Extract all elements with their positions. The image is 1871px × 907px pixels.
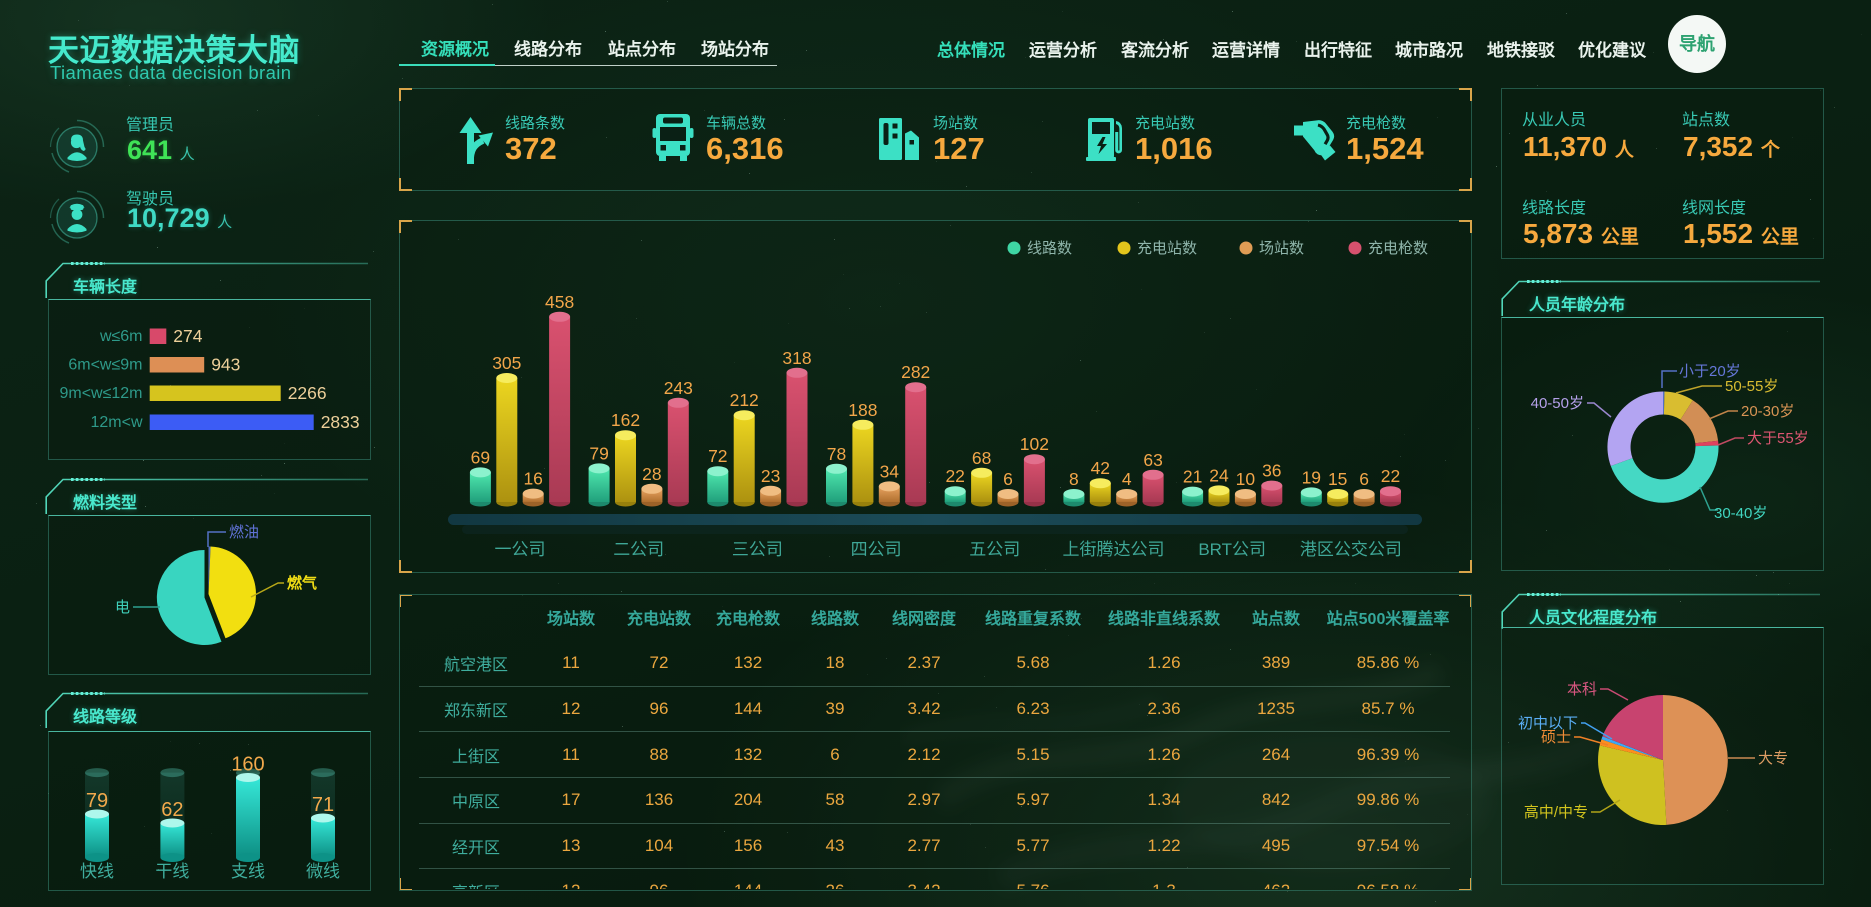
- svg-text:62: 62: [161, 799, 183, 821]
- svg-text:19: 19: [1302, 467, 1321, 487]
- svg-text:212: 212: [730, 390, 759, 410]
- svg-text:943: 943: [211, 355, 240, 375]
- svg-text:458: 458: [545, 292, 574, 312]
- svg-text:282: 282: [901, 362, 930, 382]
- svg-text:高中/中专: 高中/中专: [1524, 804, 1588, 821]
- svg-text:21: 21: [1183, 467, 1202, 487]
- svg-text:102: 102: [1020, 434, 1049, 454]
- svg-text:6m<w≤9m: 6m<w≤9m: [68, 357, 142, 374]
- svg-text:快线: 快线: [80, 862, 114, 881]
- svg-text:初中以下: 初中以下: [1518, 715, 1578, 732]
- svg-text:充电站数: 充电站数: [1137, 240, 1197, 257]
- svg-text:243: 243: [664, 378, 693, 398]
- svg-text:港区公交公司: 港区公交公司: [1300, 540, 1402, 559]
- svg-text:28: 28: [642, 464, 661, 484]
- svg-text:上街腾达公司: 上街腾达公司: [1063, 540, 1165, 559]
- svg-text:69: 69: [471, 447, 490, 467]
- svg-text:大于55岁: 大于55岁: [1747, 430, 1809, 447]
- svg-text:160: 160: [231, 754, 264, 776]
- svg-text:二公司: 二公司: [613, 540, 664, 559]
- svg-text:场站数: 场站数: [1259, 240, 1304, 257]
- svg-text:硕士: 硕士: [1541, 729, 1571, 746]
- svg-text:4: 4: [1122, 469, 1132, 489]
- svg-text:274: 274: [173, 326, 202, 346]
- svg-text:燃气: 燃气: [287, 574, 317, 592]
- svg-text:2833: 2833: [321, 412, 360, 432]
- svg-text:燃油: 燃油: [229, 523, 259, 541]
- svg-text:大专: 大专: [1758, 750, 1788, 767]
- svg-text:线路数: 线路数: [1027, 240, 1072, 257]
- svg-text:79: 79: [589, 443, 608, 463]
- svg-text:318: 318: [782, 348, 811, 368]
- svg-text:188: 188: [848, 400, 877, 420]
- svg-text:BRT公司: BRT公司: [1198, 540, 1266, 559]
- svg-text:12m<w: 12m<w: [90, 414, 142, 431]
- svg-text:五公司: 五公司: [969, 540, 1020, 559]
- svg-text:63: 63: [1143, 450, 1162, 470]
- svg-text:6: 6: [1003, 469, 1013, 489]
- svg-text:71: 71: [312, 794, 334, 816]
- svg-text:20-30岁: 20-30岁: [1741, 403, 1794, 420]
- svg-text:一公司: 一公司: [495, 540, 546, 559]
- svg-text:24: 24: [1209, 465, 1229, 485]
- svg-text:充电枪数: 充电枪数: [1368, 240, 1428, 257]
- svg-text:微线: 微线: [306, 862, 340, 881]
- svg-text:电: 电: [115, 599, 130, 616]
- svg-text:50-55岁: 50-55岁: [1725, 378, 1778, 395]
- svg-text:小于20岁: 小于20岁: [1679, 363, 1741, 380]
- svg-text:四公司: 四公司: [851, 540, 902, 559]
- svg-text:23: 23: [761, 466, 780, 486]
- svg-text:305: 305: [492, 353, 521, 373]
- svg-text:42: 42: [1091, 458, 1110, 478]
- svg-text:68: 68: [972, 448, 991, 468]
- svg-text:6: 6: [1359, 469, 1369, 489]
- svg-text:34: 34: [880, 461, 900, 481]
- svg-text:2266: 2266: [288, 383, 327, 403]
- svg-text:10: 10: [1236, 469, 1256, 489]
- svg-text:72: 72: [708, 446, 727, 466]
- svg-text:本科: 本科: [1567, 681, 1597, 698]
- svg-text:22: 22: [1381, 466, 1400, 486]
- svg-text:干线: 干线: [155, 862, 189, 881]
- svg-text:16: 16: [523, 469, 542, 489]
- svg-text:78: 78: [827, 444, 846, 464]
- svg-text:w≤6m: w≤6m: [99, 328, 143, 345]
- svg-text:三公司: 三公司: [732, 540, 783, 559]
- svg-text:支线: 支线: [231, 862, 265, 881]
- svg-text:79: 79: [86, 790, 108, 812]
- svg-text:40-50岁: 40-50岁: [1531, 395, 1584, 412]
- svg-text:162: 162: [611, 410, 640, 430]
- svg-text:15: 15: [1328, 469, 1347, 489]
- svg-text:30-40岁: 30-40岁: [1714, 505, 1767, 522]
- svg-text:9m<w≤12m: 9m<w≤12m: [59, 385, 142, 402]
- svg-text:22: 22: [945, 466, 964, 486]
- svg-text:36: 36: [1262, 461, 1281, 481]
- svg-text:8: 8: [1069, 469, 1079, 489]
